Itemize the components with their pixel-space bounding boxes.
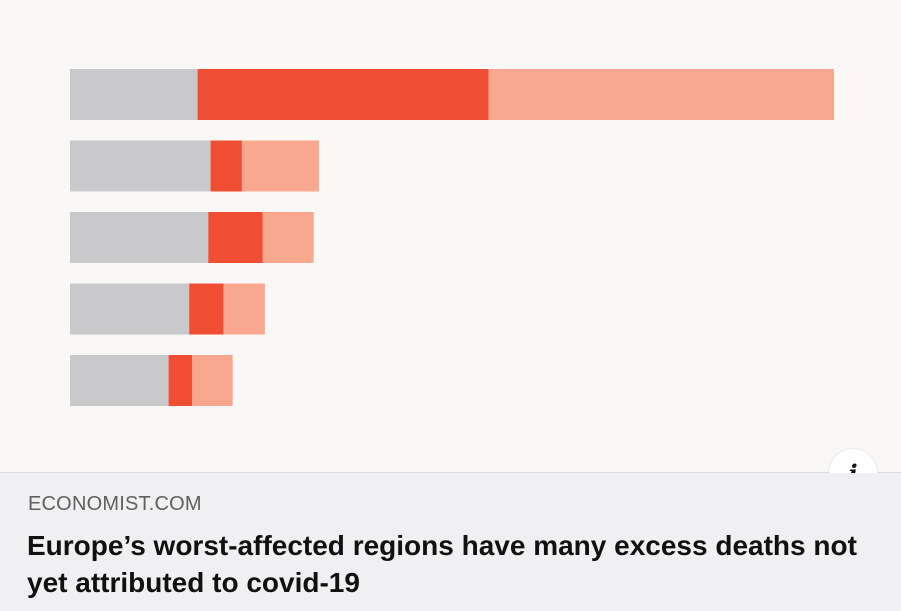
bar-row-1-segment-3 <box>488 69 834 120</box>
article-headline[interactable]: Europe’s worst-affected regions have man… <box>27 530 857 598</box>
bar-row-5-segment-2 <box>168 355 193 406</box>
bar-row-2-segment-3 <box>241 140 320 192</box>
bar-row-5-segment-1 <box>70 355 169 406</box>
bar-row-4-segment-1 <box>70 283 190 335</box>
bar-row-2-segment-1 <box>70 140 211 192</box>
chart-preview-image[interactable] <box>0 0 901 473</box>
bar-row-1-segment-1 <box>70 69 198 120</box>
bar-row-4-segment-2 <box>189 283 224 335</box>
bar-row-3-segment-2 <box>208 212 263 263</box>
link-preview-footer[interactable]: ECONOMIST.COM Europe’s worst-affected re… <box>0 473 901 611</box>
bar-row-3-segment-1 <box>70 212 209 263</box>
bar-row-4-segment-3 <box>223 283 265 335</box>
source-domain: ECONOMIST.COM <box>28 493 202 515</box>
bar-row-1-segment-2 <box>197 69 489 120</box>
bar-row-3-segment-3 <box>262 212 314 263</box>
bar-row-5-segment-3 <box>192 355 233 406</box>
stacked-bar-chart <box>70 69 834 406</box>
bar-row-2-segment-2 <box>210 140 242 192</box>
